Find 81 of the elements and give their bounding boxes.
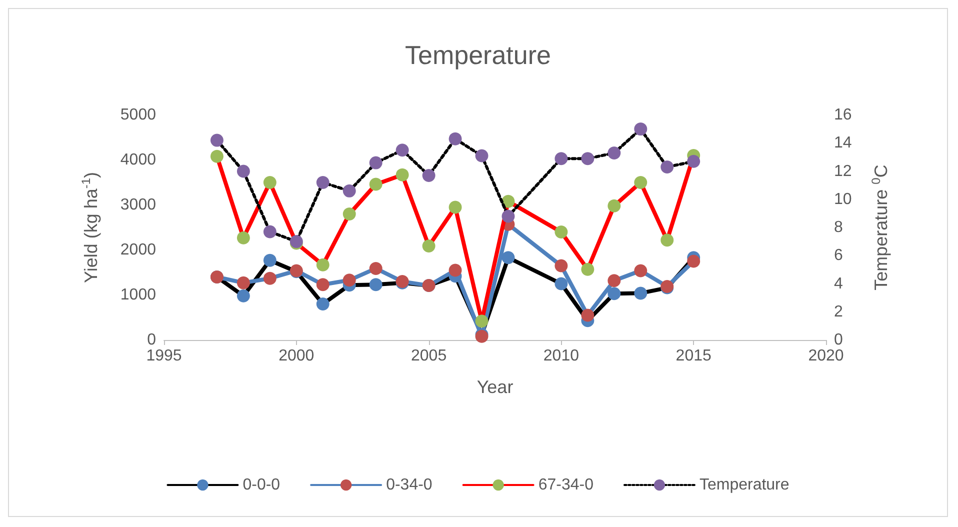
point (634, 286, 648, 300)
point (236, 231, 250, 244)
point (608, 146, 621, 160)
x-axis-title: Year (476, 377, 514, 397)
y2-tick-label: 14 (834, 134, 852, 152)
point (369, 278, 382, 292)
y2-tick-label: 2 (834, 303, 843, 320)
y2-tick-label: 16 (834, 106, 852, 124)
point (660, 160, 674, 174)
point (634, 122, 648, 136)
point (236, 276, 250, 290)
y2-tick-label: 0 (834, 332, 843, 348)
legend-label: 67-34-0 (538, 476, 594, 494)
point (396, 168, 409, 182)
point (448, 200, 462, 214)
point (369, 178, 382, 191)
point (422, 168, 436, 182)
point (687, 254, 700, 268)
point (369, 262, 382, 275)
point (396, 144, 409, 157)
point (316, 258, 330, 272)
point (581, 262, 594, 276)
y2-axis-title: Temperature 0C (869, 164, 891, 290)
point (342, 208, 356, 220)
y-tick-label: 0 (147, 332, 156, 348)
y2-tick-label: 10 (834, 190, 852, 208)
point (502, 194, 515, 208)
x-tick-label: 2000 (278, 348, 314, 364)
legend-label: 0-34-0 (386, 476, 432, 494)
point (554, 226, 568, 238)
point (502, 210, 515, 223)
point (554, 277, 568, 290)
point (342, 274, 356, 287)
x-tick-label: 2020 (808, 348, 844, 364)
point (236, 289, 250, 302)
point (687, 154, 700, 168)
point (634, 176, 648, 189)
point (263, 272, 276, 285)
point (581, 308, 594, 322)
legend-label: 0-0-0 (242, 476, 280, 494)
x-tick-label: 1995 (146, 348, 182, 364)
x-tick-label: 2005 (411, 348, 447, 364)
legend-label: Temperature (699, 476, 790, 494)
y-tick-label: 4000 (120, 152, 156, 168)
y-axis-title: Yield (kg ha-1) (79, 172, 101, 284)
point (502, 251, 515, 264)
point (448, 264, 462, 277)
y-tick-label: 3000 (120, 196, 156, 214)
point (554, 259, 568, 272)
y2-tick-label: 12 (834, 162, 852, 180)
point (422, 239, 436, 252)
point (448, 132, 462, 146)
y2-tick-label: 4 (834, 275, 843, 292)
y-tick-label: 2000 (120, 242, 156, 258)
point (236, 164, 250, 178)
chart-title: Temperature (405, 40, 551, 70)
point (475, 149, 488, 162)
x-tick-label: 2010 (543, 348, 580, 364)
point (316, 298, 330, 310)
point (316, 278, 330, 292)
point (263, 225, 276, 238)
point (581, 152, 594, 166)
y2-tick-label: 8 (834, 219, 843, 236)
point (660, 234, 674, 247)
point (554, 152, 568, 166)
point (608, 274, 621, 288)
point (263, 176, 276, 189)
point (210, 150, 224, 163)
x-tick-label: 2015 (676, 348, 712, 364)
point (369, 156, 382, 170)
point (634, 264, 648, 278)
point (263, 254, 276, 267)
point (316, 176, 330, 189)
y-tick-label: 5000 (120, 106, 156, 124)
point (342, 184, 356, 198)
point (475, 314, 488, 328)
point (210, 134, 224, 147)
y-tick-label: 1000 (120, 286, 156, 304)
point (608, 287, 621, 300)
point (608, 199, 621, 212)
y2-tick-label: 6 (834, 247, 843, 264)
